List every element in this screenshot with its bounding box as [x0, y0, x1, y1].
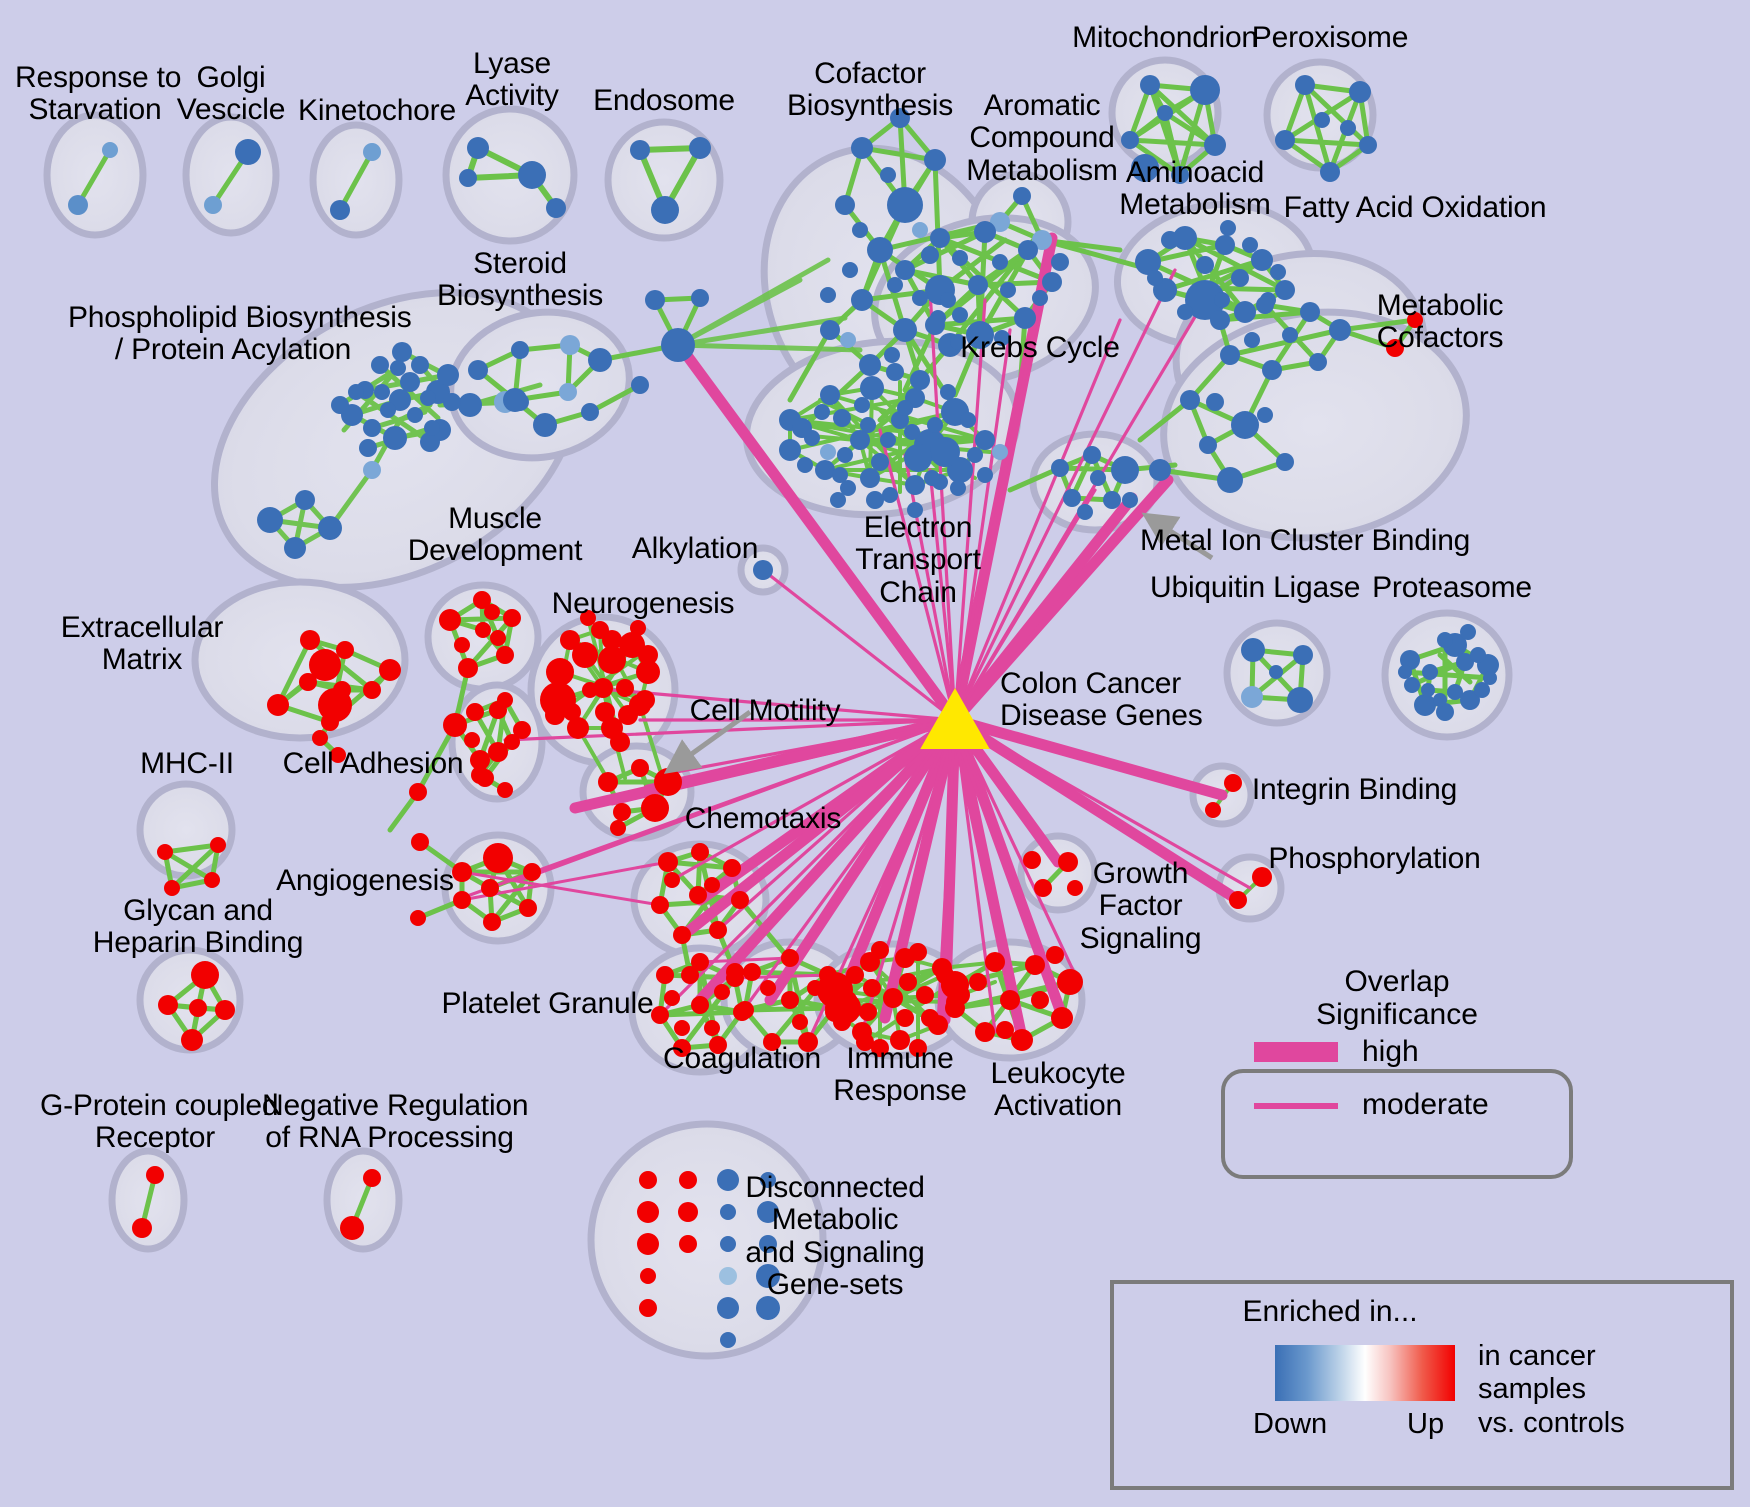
label-platelet-granule: Platelet Granule — [441, 987, 654, 1020]
label-kinetochore: Kinetochore — [298, 94, 456, 127]
enrichment-color-gradient — [1275, 1345, 1455, 1401]
label-metabolic-cofactors: Metabolic Cofactors — [1376, 289, 1504, 355]
gradient-down-label: Down — [1253, 1408, 1328, 1440]
label-cell-motility: Cell Motility — [689, 694, 841, 727]
label-krebs-cycle: Krebs Cycle — [960, 331, 1120, 364]
metal-ion-cluster-binding-arrow — [1141, 512, 1214, 561]
gene-set-nodes — [68, 75, 1499, 1348]
label-cofactor-biosynthesis: Cofactor Biosynthesis — [786, 57, 953, 123]
label-muscle-development: Muscle Development — [407, 502, 583, 568]
label-negative-regulation-rna: Negative Regulation of RNA Processing — [262, 1089, 529, 1155]
label-immune-response: Immune Response — [833, 1042, 967, 1108]
legend-high-label: high — [1362, 1035, 1419, 1068]
label-alkylation: Alkylation — [631, 532, 759, 565]
enriched-legend-title: Enriched in... — [1242, 1295, 1418, 1328]
label-chemotaxis: Chemotaxis — [684, 802, 842, 835]
legend-high-swatch — [1254, 1042, 1338, 1062]
label-g-protein-coupled-receptor: G-Protein coupled Receptor — [40, 1089, 279, 1155]
legend-moderate-label: moderate — [1362, 1088, 1489, 1121]
label-peroxisome: Peroxisome — [1251, 21, 1409, 54]
gradient-up-label: Up — [1407, 1408, 1445, 1440]
label-golgi-vesicle: Golgi Vescicle — [176, 61, 286, 127]
label-steroid-biosynthesis: Steroid Biosynthesis — [436, 247, 603, 313]
label-phospholipid-biosynthesis: Phospholipid Biosynthesis / Protein Acyl… — [68, 301, 412, 367]
label-proteasome: Proteasome — [1372, 571, 1532, 604]
label-metal-ion-cluster-binding: Metal Ion Cluster Binding — [1140, 524, 1471, 557]
label-neurogenesis: Neurogenesis — [551, 587, 735, 620]
label-angiogenesis: Angiogenesis — [276, 864, 454, 897]
label-aminoacid-metabolism: Aminoacid Metabolism — [1119, 156, 1271, 222]
label-glycan-heparin-binding: Glycan and Heparin Binding — [92, 894, 304, 960]
label-lyase-activity: Lyase Activity — [465, 47, 559, 113]
hub-node-triangle[interactable] — [920, 687, 990, 749]
label-coagulation: Coagulation — [663, 1042, 821, 1075]
annotation-arrows — [663, 512, 1214, 774]
enriched-side-text: in cancer samples vs. controls — [1478, 1340, 1625, 1439]
label-mitochondrion: Mitochondrion — [1072, 21, 1258, 54]
label-disconnected-gene-sets: Disconnected Metabolic and Signaling Gen… — [745, 1171, 925, 1302]
overlap-significance-legend — [1221, 1069, 1573, 1179]
overlap-legend-title: Overlap Significance — [1316, 965, 1478, 1031]
label-hub-colon-cancer: Colon Cancer Disease Genes — [1000, 667, 1203, 733]
label-response-to-starvation: Response to Starvation — [15, 61, 182, 127]
label-phosphorylation: Phosphorylation — [1268, 842, 1481, 875]
label-ubiquitin-ligase: Ubiquitin Ligase — [1150, 571, 1361, 604]
label-electron-transport-chain: Electron Transport Chain — [855, 511, 981, 609]
label-mhc-ii: MHC-II — [140, 747, 234, 780]
legend-moderate-swatch — [1254, 1103, 1338, 1109]
label-growth-factor-signaling: Growth Factor Signaling — [1079, 857, 1202, 955]
label-integrin-binding: Integrin Binding — [1251, 773, 1458, 806]
label-extracellular-matrix: Extracellular Matrix — [60, 611, 224, 677]
label-cell-adhesion: Cell Adhesion — [282, 747, 464, 780]
label-fatty-acid-oxidation: Fatty Acid Oxidation — [1283, 191, 1547, 224]
label-endosome: Endosome — [593, 84, 735, 117]
cell-motility-arrow — [663, 709, 752, 774]
label-leukocyte-activation: Leukocyte Activation — [990, 1057, 1126, 1123]
disconnected-node-grid — [637, 1169, 780, 1348]
label-aromatic-compound-metabolism: Aromatic Compound Metabolism — [966, 89, 1118, 187]
